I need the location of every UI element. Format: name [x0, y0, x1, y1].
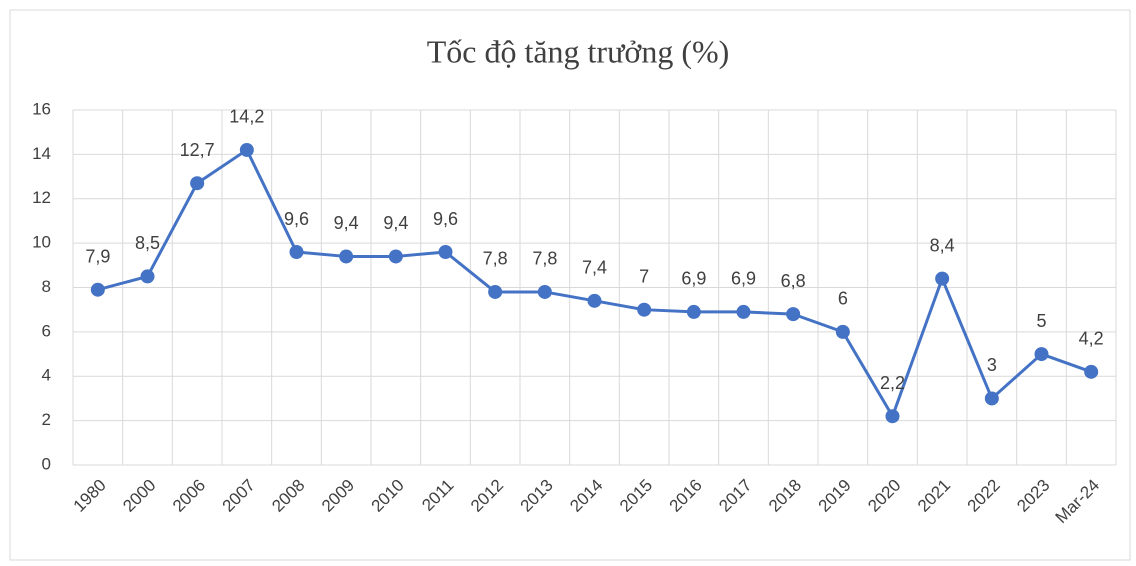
data-label: 9,6	[433, 209, 458, 229]
y-tick-label: 16	[32, 99, 51, 118]
data-label: 9,4	[383, 213, 408, 233]
data-label: 2,2	[880, 373, 905, 393]
data-point	[488, 284, 503, 299]
data-label: 6	[838, 289, 848, 309]
data-label: 6,9	[681, 269, 706, 289]
data-point	[289, 245, 304, 259]
data-label: 7,4	[582, 258, 607, 278]
data-point	[1084, 364, 1099, 379]
y-tick-label: 8	[42, 277, 51, 296]
data-point	[339, 249, 354, 264]
data-point	[736, 304, 751, 319]
data-label: 4,2	[1079, 329, 1104, 349]
data-point	[140, 269, 155, 284]
y-tick-label: 4	[42, 366, 51, 385]
y-tick-label: 14	[32, 144, 51, 163]
data-point	[835, 324, 850, 339]
data-point	[438, 245, 453, 259]
data-label: 8,4	[930, 235, 955, 255]
y-tick-label: 12	[32, 188, 51, 207]
data-label: 6,8	[781, 271, 806, 291]
data-label: 9,4	[334, 213, 359, 233]
data-point	[686, 304, 701, 319]
data-point	[239, 142, 254, 157]
data-point	[537, 284, 552, 299]
data-label: 7,9	[85, 246, 110, 266]
y-tick-label: 10	[32, 233, 51, 252]
data-point	[984, 391, 999, 406]
data-label: 5	[1036, 311, 1046, 331]
chart-title: Tốc độ tăng trưởng (%)	[427, 33, 730, 69]
data-point	[637, 302, 652, 317]
data-label: 8,5	[135, 233, 160, 253]
data-point	[388, 249, 403, 264]
data-label: 6,9	[731, 269, 756, 289]
y-tick-label: 0	[42, 454, 51, 473]
data-label: 7	[639, 266, 649, 286]
data-point	[935, 271, 950, 286]
data-point	[190, 176, 205, 191]
data-label: 7,8	[483, 249, 508, 269]
data-point	[1034, 347, 1049, 362]
data-point	[885, 409, 900, 424]
data-label: 3	[987, 355, 997, 375]
data-point	[786, 307, 801, 322]
data-label: 14,2	[229, 107, 264, 127]
data-label: 9,6	[284, 209, 309, 229]
y-tick-label: 2	[42, 410, 51, 429]
data-label: 7,8	[532, 249, 557, 269]
data-label: 12,7	[180, 140, 215, 160]
y-tick-label: 6	[42, 321, 51, 340]
data-point	[587, 293, 602, 308]
data-point	[90, 282, 105, 297]
